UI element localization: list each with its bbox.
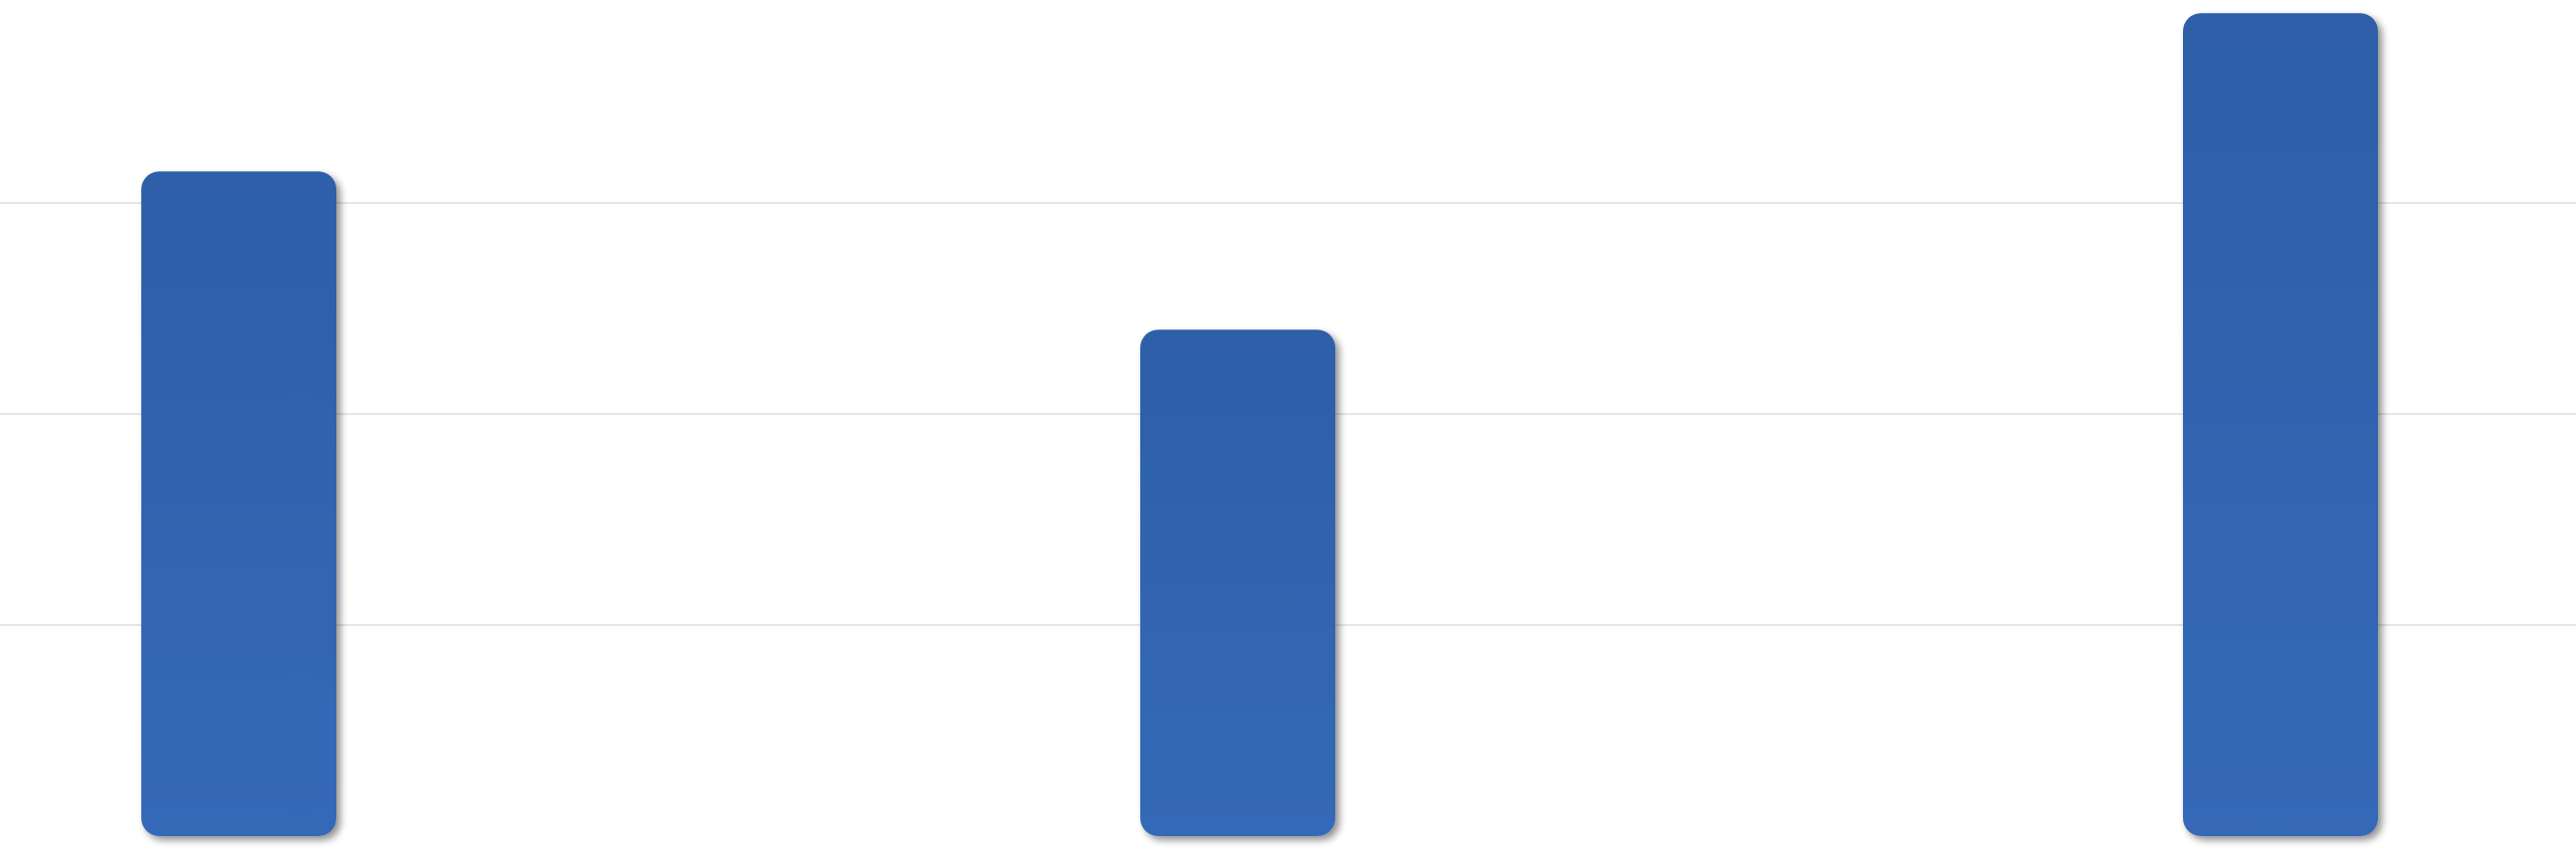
bar-2 [1140, 329, 1335, 836]
bar-3 [2183, 13, 2378, 836]
bars [141, 13, 2378, 836]
bar-1 [141, 171, 336, 836]
